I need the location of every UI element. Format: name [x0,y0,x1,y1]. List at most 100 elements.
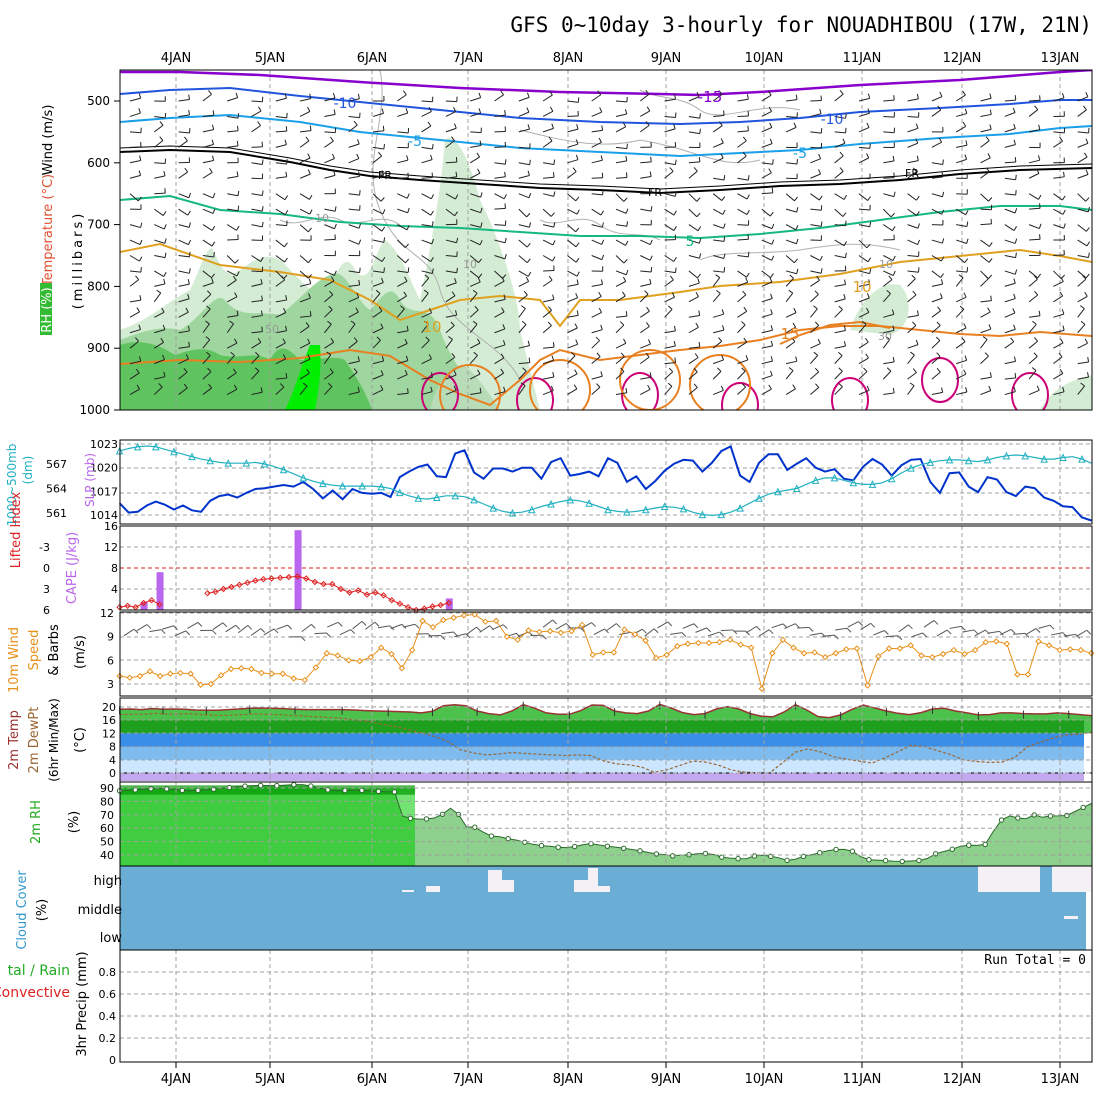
wind-barb [542,208,555,217]
wind-barb-staff [324,323,332,334]
wind-barb [567,323,578,334]
wind-barb-staff [1053,313,1065,318]
date-label-bottom-9JAN: 9JAN [651,1072,682,1087]
wind-barb-staff [567,355,576,364]
lifted-index-marker [346,589,353,596]
wind-barb-flag [965,140,968,146]
surface-wind-barb-flag [795,623,800,629]
wind-barb-flag [696,197,701,202]
wind-barb-staff [226,279,237,287]
wind-barb [518,208,531,218]
wind-barb [397,355,409,365]
wind-barb-flag [673,210,677,216]
wind-barb-staff [640,376,652,380]
wind-barb [761,90,772,102]
wind-barb-flag [891,309,895,315]
wind-speed-marker [450,614,457,621]
rh-contour-2 [699,243,901,261]
cloud-cover-fill [120,866,1086,950]
wind-barb [445,136,455,148]
wind-barb-staff [421,255,432,262]
wind-barb-staff [712,157,724,164]
wind-barb [931,127,944,133]
wind-barb-flag [1062,209,1066,215]
precip-frame [119,949,1093,1063]
surface-wind-barb-staff [1025,628,1037,636]
wind-speed-marker [843,646,850,653]
wind-barb [591,279,604,287]
wind-barb-flag [138,170,142,176]
wind-barb [1077,92,1089,102]
surface-wind-barb [301,623,316,632]
wind-barb-staff [785,326,796,334]
wind-barb-staff [372,270,384,273]
wind-barb [469,152,481,164]
surface-wind-barb [263,628,279,636]
wind-speed-marker [853,645,861,652]
wind-barb [1004,95,1017,102]
rh-marker [291,781,297,788]
surface-wind-barb [746,625,761,634]
wind-barb [810,305,818,318]
wind-barb-flag [527,340,530,346]
wind-barb-flag [208,90,212,95]
rh-area-group [120,784,1092,866]
thickness-marker [508,508,517,517]
wind-barb-flag [138,93,142,99]
wind-barb [664,167,674,179]
wind-barb-flag [164,238,167,244]
wind-barb-staff [178,283,190,287]
wind-barb [542,321,552,334]
wind-barb [542,385,554,396]
wind-barb [567,139,579,148]
wind-barb-flag [237,190,240,196]
wind-barb [178,109,190,117]
wind-barb [494,270,507,279]
wind-barb-flag [866,122,870,128]
thickness-marker [868,480,877,488]
surface-wind-barb [454,633,471,639]
wind-barb-staff [688,326,699,334]
wind-barb-staff [518,270,529,277]
wind-tick-6: 6 [107,654,114,667]
thickness-marker [830,473,839,482]
wind-barb [275,239,288,248]
wind-barb-flag [720,138,724,144]
surface-wind-barb-flag [808,627,814,632]
surface-wind-barb [657,621,673,629]
wind-barb [931,105,942,117]
wind-barb-flag [988,258,993,263]
temp-tick-12: 12 [102,727,116,740]
date-label-top-8JAN: 8JAN [553,51,584,66]
wind-barb-flag [236,225,240,231]
wind-barb [713,325,725,334]
lifted-index-axis-label: Lifted Index [9,491,24,568]
wind-barb-staff [178,387,188,395]
wind-barb-staff [178,298,190,303]
surface-wind-barb [428,634,446,640]
lifted-index-marker [372,589,379,596]
date-label-top-10JAN: 10JAN [745,51,784,66]
wind-barb-flag [600,210,604,216]
wind-barb-staff [761,239,773,245]
temperature-axis-label: Temperature (°C) [41,174,56,287]
rh-marker [359,787,365,794]
surface-wind-barb-flag [287,624,293,630]
wind-barb-staff [785,193,795,202]
wind-barb [810,235,822,241]
wind-barb-staff [858,341,869,349]
wind-barb [348,307,359,318]
surface-wind-barb-staff [263,628,275,636]
wind-barb [1004,308,1016,318]
wind-barb-staff [858,146,870,149]
wind-barb-staff [518,294,528,303]
surface-wind-barb-staff [555,623,567,630]
wind-barb-flag [985,167,990,173]
wind-barb-flag [453,370,457,376]
surface-wind-barb-staff [136,624,148,632]
wind-barb [688,270,701,279]
wind-barb-flag [424,274,430,279]
wind-barb-staff [1077,239,1088,247]
